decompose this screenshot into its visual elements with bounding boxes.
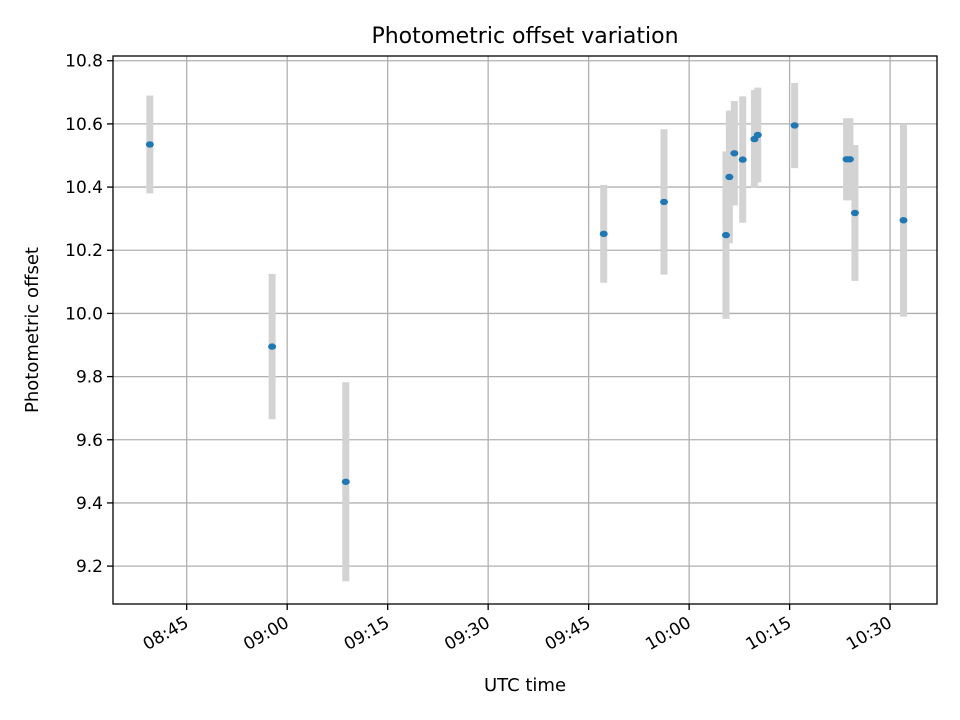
data-point — [341, 478, 350, 485]
y-tick-label: 9.6 — [76, 431, 103, 451]
y-axis-label: Photometric offset — [22, 247, 43, 413]
data-point — [730, 150, 739, 157]
data-point — [599, 230, 608, 238]
y-tick-label: 9.8 — [76, 368, 103, 388]
data-point — [845, 156, 854, 163]
y-tick-label: 10.0 — [65, 304, 103, 324]
y-tick-label: 10.2 — [65, 241, 103, 261]
x-axis-label: UTC time — [484, 675, 566, 696]
data-point — [850, 209, 859, 217]
data-point — [753, 131, 762, 139]
data-point — [738, 156, 747, 163]
data-point — [660, 198, 669, 206]
data-point — [899, 217, 908, 224]
data-points — [145, 122, 908, 485]
y-tick-label: 10.8 — [65, 52, 103, 72]
chart-title: Photometric offset variation — [371, 24, 678, 49]
data-point — [790, 122, 799, 129]
y-tick-label: 9.2 — [76, 557, 103, 577]
y-tick-label: 9.4 — [76, 494, 103, 514]
data-point — [725, 173, 734, 181]
y-axis: 9.2 9.4 9.6 9.8 10.0 10.2 10.4 10.6 10.8 — [65, 52, 113, 577]
y-tick-label: 10.4 — [65, 178, 103, 198]
data-point — [721, 231, 730, 239]
plot-frame — [112, 55, 938, 605]
data-point — [268, 343, 277, 350]
y-tick-label: 10.6 — [65, 115, 103, 135]
data-point — [145, 141, 154, 148]
grid — [113, 56, 937, 604]
